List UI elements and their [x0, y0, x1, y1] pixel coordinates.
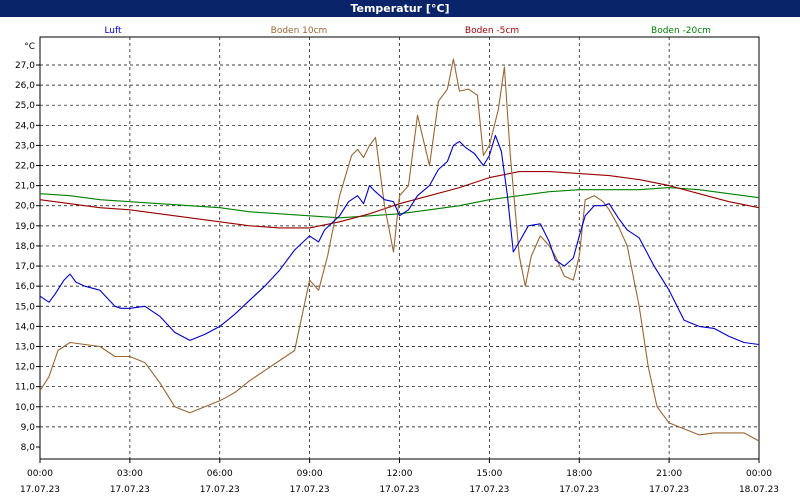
- y-tick-label: 19,0: [15, 222, 35, 232]
- y-tick-label: 27,0: [15, 61, 35, 71]
- y-tick-label: 25,0: [15, 101, 35, 111]
- y-tick-label: 23,0: [15, 141, 35, 151]
- legend-luft: Luft: [104, 26, 122, 36]
- x-tick-date: 17.07.23: [110, 485, 150, 495]
- series-line-boden-5cm: [39, 171, 760, 229]
- y-tick-label: 20,0: [15, 202, 35, 212]
- y-tick-label: 22,0: [15, 162, 35, 172]
- x-tick-date: 17.07.23: [559, 485, 599, 495]
- y-tick-label: 14,0: [15, 322, 35, 332]
- y-tick-label: 24,0: [15, 121, 35, 131]
- x-tick-time: 12:00: [387, 469, 413, 479]
- y-tick-label: 12,0: [15, 363, 35, 373]
- x-tick-date: 17.07.23: [290, 485, 330, 495]
- y-tick-label: 9,0: [21, 423, 36, 433]
- y-axis-unit: °C: [24, 42, 35, 52]
- x-tick-time: 03:00: [117, 469, 143, 479]
- x-tick-time: 09:00: [297, 469, 323, 479]
- y-tick-label: 11,0: [15, 383, 35, 393]
- x-tick-date: 17.07.23: [469, 485, 509, 495]
- y-tick-label: 26,0: [15, 81, 35, 91]
- x-tick-date: 17.07.23: [649, 485, 689, 495]
- x-tick-time: 18:00: [566, 469, 592, 479]
- y-tick-label: 8,0: [21, 443, 36, 453]
- legend-boden-10cm: Boden 10cm: [271, 26, 328, 36]
- temperature-chart: 8,0 9,0 10,0 11,0 12,0 13,0 14,0 15,0 16,0 17,0 18…: [15, 26, 779, 495]
- y-tick-label: 13,0: [15, 342, 35, 352]
- legend-boden-20cm: Boden -20cm: [651, 26, 711, 36]
- x-tick-time: 21:00: [656, 469, 682, 479]
- x-tick-date: 18.07.23: [739, 485, 779, 495]
- x-tick-date: 17.07.23: [200, 485, 240, 495]
- y-tick-label: 18,0: [15, 242, 35, 252]
- chart-title: Temperatur [°C]: [0, 0, 800, 17]
- x-tick-time: 00:00: [27, 469, 53, 479]
- y-tick-label: 16,0: [15, 282, 35, 292]
- x-tick-time: 00:00: [746, 469, 772, 479]
- x-tick-time: 06:00: [207, 469, 233, 479]
- legend-boden-5cm: Boden -5cm: [465, 26, 519, 36]
- x-tick-date: 17.07.23: [379, 485, 419, 495]
- series-line-boden-20cm: [39, 187, 760, 219]
- y-tick-label: 10,0: [15, 403, 35, 413]
- series-line-luft: [39, 134, 760, 346]
- x-tick-time: 15:00: [476, 469, 502, 479]
- y-tick-label: 17,0: [15, 262, 35, 272]
- series-line-boden-10cm: [39, 58, 760, 442]
- y-tick-label: 21,0: [15, 182, 35, 192]
- x-tick-date: 17.07.23: [20, 485, 60, 495]
- y-tick-label: 15,0: [15, 302, 35, 312]
